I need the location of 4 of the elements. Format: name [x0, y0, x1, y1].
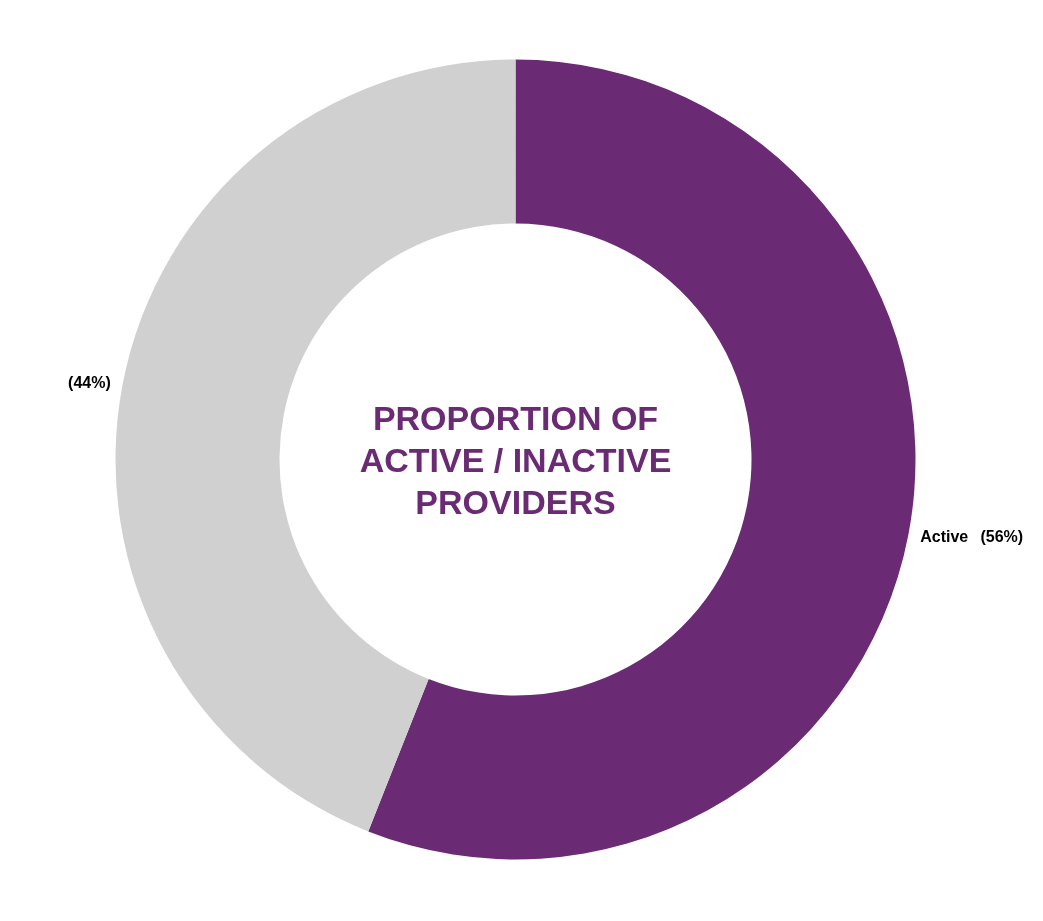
text: PROPORTION OF ACTIVE / INACTIVE PROVIDERS: [359, 398, 672, 521]
slice-label: Active: [920, 528, 969, 546]
data-label: (56%): [980, 528, 1024, 546]
data-label: (44%): [68, 373, 111, 391]
